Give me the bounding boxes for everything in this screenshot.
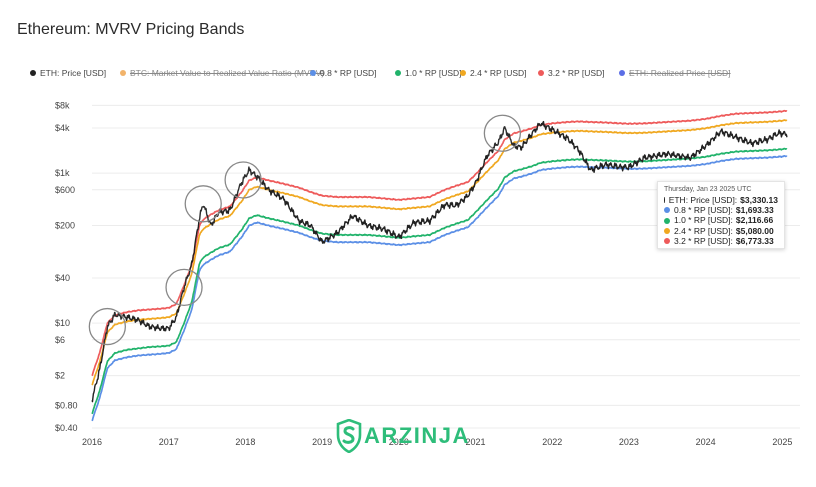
y-tick-label: $2	[55, 371, 65, 381]
tooltip-dot-icon	[664, 237, 670, 244]
arzinja-logo-icon	[336, 419, 362, 453]
tooltip-label: 1.0 * RP [USD]:	[674, 215, 733, 226]
tooltip-dot-icon	[664, 217, 670, 224]
band-line	[91, 119, 788, 386]
tooltip-row: 0.8 * RP [USD]: $1,693.33	[664, 205, 778, 215]
y-tick-label: $1k	[55, 168, 70, 178]
legend-item[interactable]: ETH: Realized Price [USD]	[619, 68, 731, 78]
tooltip-value: $1,693.33	[735, 205, 774, 216]
x-tick-label: 2023	[619, 437, 639, 447]
x-tick-label: 2022	[542, 437, 562, 447]
tooltip-dot-icon	[664, 197, 665, 204]
x-tick-label: 2024	[696, 437, 716, 447]
y-tick-label: $600	[55, 185, 75, 195]
band-lines	[91, 109, 788, 422]
tooltip-rows: ETH: Price [USD]: $3,330.13 0.8 * RP [USD]…	[664, 195, 778, 246]
legend-dot-icon	[395, 70, 401, 76]
tooltip-row: 2.4 * RP [USD]: $5,080.00	[664, 226, 778, 236]
legend-item[interactable]: 0.8 * RP [USD]	[310, 68, 377, 78]
y-tick-label: $6	[55, 335, 65, 345]
tooltip-label: 0.8 * RP [USD]:	[674, 205, 733, 216]
x-tick-label: 2021	[466, 437, 486, 447]
y-tick-label: $0.40	[55, 423, 78, 433]
price-line	[91, 120, 788, 403]
y-tick-label: $200	[55, 221, 75, 231]
legend-dot-icon	[120, 70, 126, 76]
legend-item[interactable]: ETH: Price [USD]	[30, 68, 106, 78]
highlight-circle	[224, 161, 262, 199]
legend-dot-icon	[460, 70, 466, 76]
y-tick-label: $8k	[55, 100, 70, 110]
legend-dot-icon	[619, 70, 625, 76]
x-tick-label: 2016	[82, 437, 102, 447]
x-axis-ticks: 2016 2017 2018 2019 2020 2021 2022 2023 2024 2025	[82, 437, 792, 447]
tooltip-row: ETH: Price [USD]: $3,330.13	[664, 195, 778, 205]
tooltip-value: $6,773.33	[735, 235, 774, 246]
watermark-text: ARZINJA	[364, 423, 470, 448]
highlight-circles	[88, 114, 522, 346]
tooltip-dot-icon	[664, 207, 670, 214]
legend-label: ETH: Price [USD]	[40, 68, 107, 78]
x-tick-label: 2018	[235, 437, 255, 447]
legend-label: BTC: Market Value to Realized Value Rati…	[130, 68, 325, 78]
legend-item[interactable]: 3.2 * RP [USD]	[538, 68, 605, 78]
tooltip: Thursday, Jan 23 2025 UTC ETH: Price [US…	[657, 181, 785, 249]
legend-label: ETH: Realized Price [USD]	[629, 68, 731, 78]
legend-dot-icon	[538, 70, 544, 76]
watermark: ARZINJA	[336, 419, 470, 453]
tooltip-label: 3.2 * RP [USD]:	[674, 235, 733, 246]
y-tick-label: $4k	[55, 123, 70, 133]
legend-dot-icon	[30, 70, 36, 76]
highlight-circle	[88, 307, 126, 346]
tooltip-value: $2,116.66	[735, 215, 774, 226]
legend-item[interactable]: 1.0 * RP [USD]	[395, 68, 462, 78]
highlight-circle	[165, 268, 203, 306]
tooltip-value: $5,080.00	[735, 225, 774, 236]
chart-title: Ethereum: MVRV Pricing Bands	[17, 21, 245, 38]
tooltip-label: 2.4 * RP [USD]:	[674, 225, 733, 236]
y-axis-ticks: $8k $4k $1k $600 $200 $40 $10 $6 $2 $0.80 $0.40	[55, 100, 78, 433]
band-line	[91, 155, 788, 422]
highlight-circle	[483, 114, 522, 152]
tooltip-dot-icon	[664, 227, 670, 234]
x-tick-label: 2019	[312, 437, 332, 447]
y-tick-label: $0.80	[55, 400, 78, 410]
y-tick-label: $40	[55, 273, 70, 283]
tooltip-date: Thursday, Jan 23 2025 UTC	[664, 186, 752, 193]
x-tick-label: 2025	[772, 437, 792, 447]
legend-item[interactable]: BTC: Market Value to Realized Value Rati…	[120, 68, 324, 78]
tooltip-row: 3.2 * RP [USD]: $6,773.33	[664, 236, 778, 246]
tooltip-value: $3,330.13	[740, 195, 778, 205]
legend-item[interactable]: 2.4 * RP [USD]	[460, 68, 527, 78]
x-tick-label: 2017	[159, 437, 179, 447]
y-tick-label: $10	[55, 318, 70, 328]
band-line	[91, 147, 788, 415]
x-tick-label: 2020	[389, 437, 409, 447]
highlight-circle	[184, 185, 222, 223]
legend-dot-icon	[310, 70, 316, 76]
legend-label: 0.8 * RP [USD]	[320, 68, 377, 78]
legend-label: 3.2 * RP [USD]	[548, 68, 605, 78]
legend-label: 1.0 * RP [USD]	[405, 68, 462, 78]
tooltip-row: 1.0 * RP [USD]: $2,116.66	[664, 215, 778, 225]
tooltip-label: ETH: Price [USD]:	[668, 195, 738, 205]
price-line	[91, 120, 788, 403]
legend-label: 2.4 * RP [USD]	[470, 68, 527, 78]
